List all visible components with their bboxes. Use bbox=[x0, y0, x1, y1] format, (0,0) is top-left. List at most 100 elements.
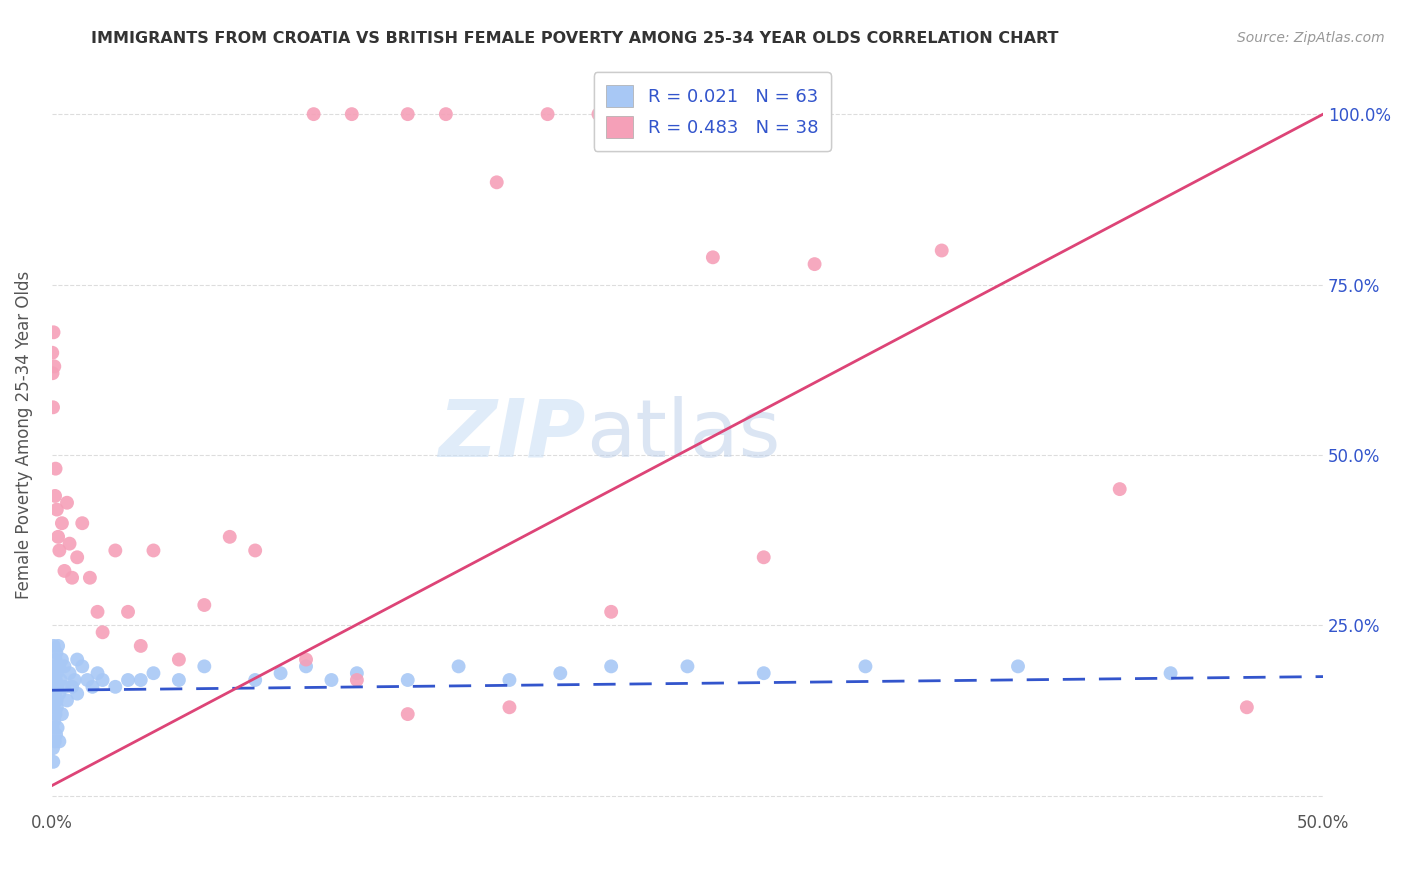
Point bbox=[42, 700, 65, 714]
Point bbox=[129, 673, 152, 687]
Text: IMMIGRANTS FROM CROATIA VS BRITISH FEMALE POVERTY AMONG 25-34 YEAR OLDS CORRELAT: IMMIGRANTS FROM CROATIA VS BRITISH FEMAL… bbox=[91, 31, 1059, 46]
Point bbox=[79, 571, 101, 585]
Point bbox=[550, 666, 572, 681]
Point bbox=[45, 666, 67, 681]
Point bbox=[56, 496, 79, 510]
Point bbox=[46, 721, 69, 735]
Point bbox=[44, 734, 66, 748]
Point bbox=[396, 107, 419, 121]
Point bbox=[117, 673, 139, 687]
Point bbox=[1388, 107, 1406, 121]
Point bbox=[346, 666, 368, 681]
Point bbox=[44, 489, 66, 503]
Point bbox=[51, 516, 73, 531]
Point bbox=[76, 673, 98, 687]
Point bbox=[752, 666, 775, 681]
Point bbox=[340, 107, 363, 121]
Point bbox=[104, 543, 127, 558]
Point bbox=[498, 700, 520, 714]
Point bbox=[58, 536, 80, 550]
Point bbox=[42, 741, 65, 756]
Point bbox=[44, 359, 66, 374]
Point bbox=[218, 530, 240, 544]
Point bbox=[60, 571, 83, 585]
Point bbox=[66, 687, 89, 701]
Point bbox=[42, 639, 65, 653]
Point bbox=[45, 646, 67, 660]
Point bbox=[1007, 659, 1029, 673]
Point bbox=[41, 345, 63, 359]
Point bbox=[600, 659, 623, 673]
Point bbox=[243, 673, 266, 687]
Point bbox=[117, 605, 139, 619]
Point bbox=[45, 693, 67, 707]
Point bbox=[48, 687, 70, 701]
Point bbox=[66, 550, 89, 565]
Point bbox=[42, 326, 65, 340]
Point bbox=[931, 244, 953, 258]
Point bbox=[295, 652, 318, 666]
Point bbox=[53, 659, 76, 673]
Point bbox=[42, 401, 65, 415]
Point bbox=[91, 625, 114, 640]
Point bbox=[193, 659, 215, 673]
Point bbox=[41, 693, 63, 707]
Point bbox=[1160, 666, 1182, 681]
Point bbox=[45, 502, 67, 516]
Point bbox=[58, 666, 80, 681]
Legend: R = 0.021   N = 63, R = 0.483   N = 38: R = 0.021 N = 63, R = 0.483 N = 38 bbox=[593, 72, 831, 151]
Point bbox=[53, 680, 76, 694]
Text: ZIP: ZIP bbox=[439, 395, 586, 474]
Point bbox=[45, 652, 67, 666]
Point bbox=[44, 687, 66, 701]
Point bbox=[676, 659, 699, 673]
Point bbox=[498, 673, 520, 687]
Y-axis label: Female Poverty Among 25-34 Year Olds: Female Poverty Among 25-34 Year Olds bbox=[15, 270, 32, 599]
Point bbox=[46, 680, 69, 694]
Point bbox=[48, 734, 70, 748]
Point bbox=[63, 673, 86, 687]
Point bbox=[588, 107, 610, 121]
Point bbox=[45, 700, 67, 714]
Point bbox=[434, 107, 457, 121]
Point bbox=[295, 659, 318, 673]
Point bbox=[82, 680, 104, 694]
Point bbox=[44, 659, 66, 673]
Point bbox=[46, 530, 69, 544]
Point bbox=[167, 652, 190, 666]
Point bbox=[302, 107, 325, 121]
Point bbox=[42, 755, 65, 769]
Point bbox=[45, 727, 67, 741]
Point bbox=[91, 673, 114, 687]
Point bbox=[193, 598, 215, 612]
Point bbox=[72, 659, 94, 673]
Point bbox=[142, 666, 165, 681]
Point bbox=[46, 639, 69, 653]
Point bbox=[45, 707, 67, 722]
Point bbox=[1108, 482, 1130, 496]
Point bbox=[803, 257, 825, 271]
Point bbox=[86, 666, 108, 681]
Point bbox=[48, 659, 70, 673]
Point bbox=[346, 673, 368, 687]
Point bbox=[447, 659, 470, 673]
Point bbox=[104, 680, 127, 694]
Text: Source: ZipAtlas.com: Source: ZipAtlas.com bbox=[1237, 31, 1385, 45]
Point bbox=[60, 680, 83, 694]
Point bbox=[41, 666, 63, 681]
Point bbox=[321, 673, 343, 687]
Point bbox=[752, 550, 775, 565]
Point bbox=[45, 461, 67, 475]
Point bbox=[270, 666, 292, 681]
Point bbox=[600, 605, 623, 619]
Point bbox=[1236, 700, 1258, 714]
Point bbox=[396, 673, 419, 687]
Point bbox=[86, 605, 108, 619]
Point bbox=[243, 543, 266, 558]
Point bbox=[44, 714, 66, 728]
Point bbox=[129, 639, 152, 653]
Point bbox=[396, 707, 419, 722]
Point bbox=[53, 564, 76, 578]
Point bbox=[702, 250, 724, 264]
Point bbox=[49, 673, 72, 687]
